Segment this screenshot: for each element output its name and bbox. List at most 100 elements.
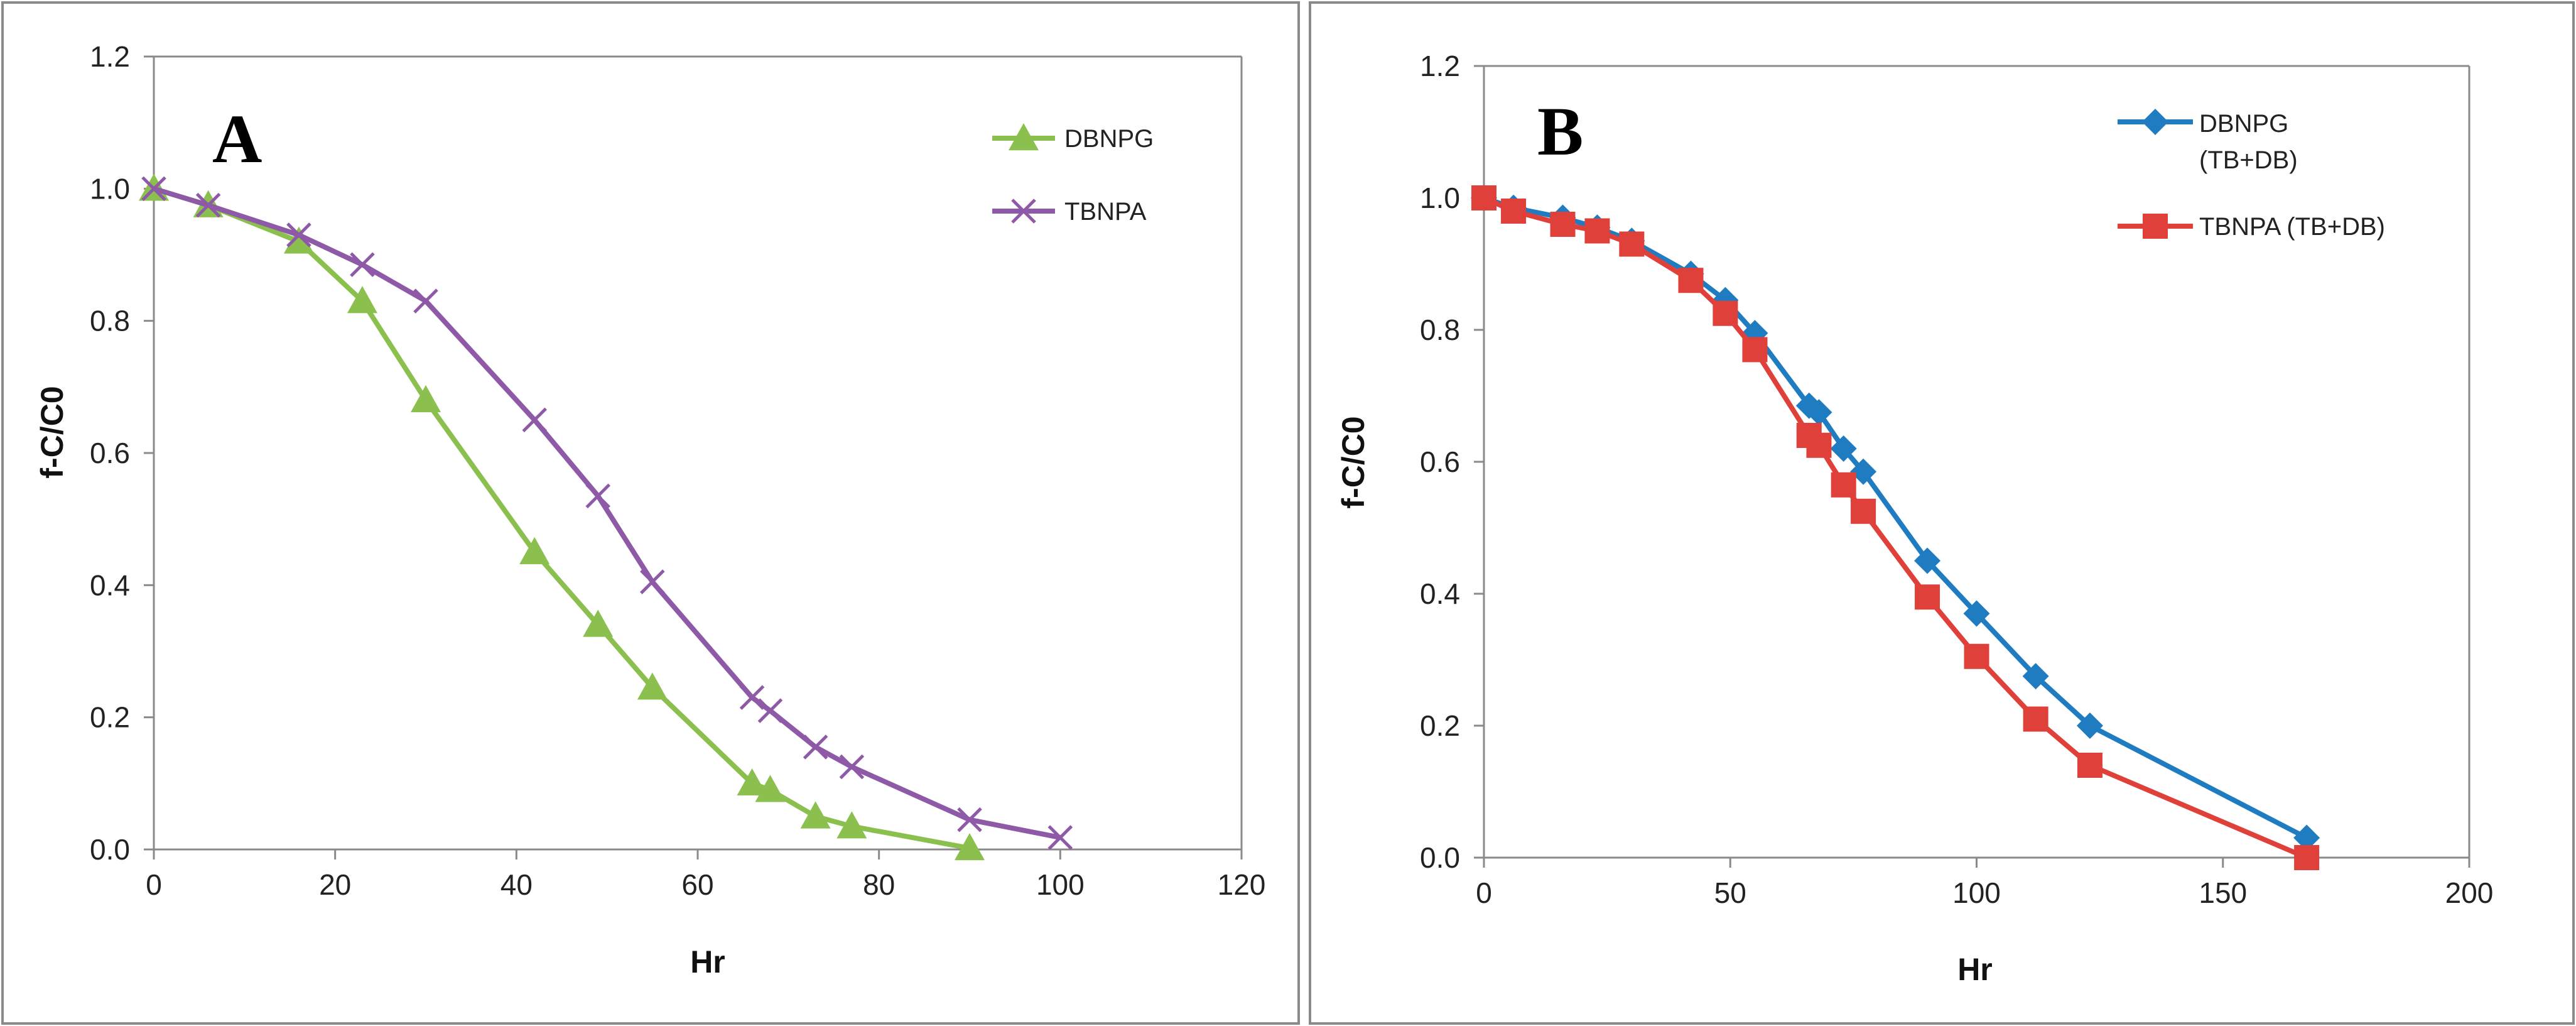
panel-b-x-tick-label: 50	[1714, 876, 1746, 909]
panel-b-legend-marker-dbnpg	[2142, 109, 2168, 135]
panel-b-data-point-tbnpa	[1471, 185, 1496, 210]
panel-b-data-point-tbnpa	[1831, 472, 1856, 498]
panel-a-data-point-tbnpa	[739, 685, 765, 710]
panel-a-data-point-tbnpa	[413, 288, 438, 314]
panel-a-data-point-dbnpg	[755, 775, 786, 802]
panel-b-label: B	[1537, 93, 1583, 170]
panel-a-data-point-tbnpa	[286, 222, 311, 248]
panel-b-data-point-tbnpa	[2294, 845, 2320, 870]
panel-b-data-point-tbnpa	[1501, 199, 1527, 224]
panel-a-x-tick-label: 40	[501, 868, 533, 901]
panel-b-data-point-tbnpa	[1742, 337, 1768, 363]
panel-a-x-tick-label: 60	[681, 868, 713, 901]
panel-a-data-point-tbnpa	[640, 569, 665, 594]
panel-a-data-point-tbnpa	[141, 176, 166, 202]
panel-a-y-tick-label: 1.0	[90, 172, 130, 205]
panel-b-data-point-tbnpa	[1584, 218, 1610, 244]
panel-b-data-point-dbnpg	[1914, 547, 1941, 574]
panel-a-data-point-dbnpg	[347, 286, 377, 314]
panel-b-data-point-dbnpg	[1830, 435, 1857, 462]
panel-a-y-tick-label: 0.8	[90, 305, 130, 337]
panel-a-data-point-dbnpg	[283, 226, 314, 254]
panel-b-data-point-tbnpa	[2077, 753, 2102, 778]
panel-a-x-tick-label: 120	[1218, 868, 1266, 901]
panel-b-y-tick-label: 0.6	[1420, 445, 1460, 478]
panel-b-x-tick-label: 150	[2199, 876, 2247, 909]
panel-b-legend-marker-tbnpa	[2143, 214, 2168, 239]
panel-a-legend-marker-tbnpa	[1011, 199, 1036, 224]
panel-a-data-point-tbnpa	[195, 192, 221, 218]
panel-b-data-point-dbnpg	[2293, 824, 2320, 851]
panel-b-data-point-tbnpa	[1619, 231, 1645, 257]
panel-a-data-point-tbnpa	[350, 252, 375, 278]
panel-b-data-point-tbnpa	[2023, 706, 2048, 732]
panel-b-legend-label-dbnpg-line2: (TB+DB)	[2199, 146, 2298, 174]
panel-a-x-tick-label: 0	[146, 868, 162, 901]
panel-a-label: A	[212, 101, 262, 177]
panel-b-data-point-tbnpa	[1915, 584, 1940, 610]
panel-b-y-tick-label: 1.0	[1420, 182, 1460, 214]
panel-a-legend-label-tbnpa: TBNPA	[1064, 198, 1147, 226]
panel-b-data-point-tbnpa	[1678, 268, 1704, 293]
panel-a-data-point-dbnpg	[836, 811, 867, 839]
panel-a-data-point-tbnpa	[839, 754, 865, 780]
panel-a-data-point-tbnpa	[803, 734, 828, 760]
panel-a-data-point-dbnpg	[411, 385, 441, 413]
panel-a-x-tick-label: 20	[319, 868, 351, 901]
panel-a-legend-entry-dbnpg: DBNPG	[992, 123, 1154, 153]
panel-b-data-point-dbnpg	[2022, 663, 2049, 690]
panel-a-data-point-dbnpg	[737, 768, 767, 796]
panel-b-x-tick-label: 100	[1952, 876, 2001, 909]
panel-b-data-point-dbnpg	[1963, 600, 1990, 627]
panel-b-y-tick-label: 0.8	[1420, 314, 1460, 346]
panel-b-data-point-tbnpa	[1964, 643, 1989, 669]
panel-b-data-point-tbnpa	[1550, 212, 1576, 237]
panel-b-y-tick-label: 0.2	[1420, 709, 1460, 742]
panel-a-series-line-tbnpa	[153, 186, 1061, 840]
panel-a-x-tick-label: 80	[863, 868, 895, 901]
panel-b-x-tick-label: 200	[2445, 876, 2494, 909]
panel-b-data-point-tbnpa	[1713, 300, 1738, 326]
panel-a-legend-marker-glyph-dbnpg	[1009, 123, 1039, 151]
panel-a-data-point-dbnpg	[637, 672, 668, 700]
panel-b-y-tick-label: 0.0	[1420, 841, 1460, 874]
panel-b-legend-label-tbnpa: TBNPA (TB+DB)	[2199, 213, 2385, 241]
panel-a-data-point-dbnpg	[583, 609, 614, 637]
panel-b-y-tick-label: 0.4	[1420, 577, 1460, 610]
panel-b-border	[1309, 1, 2575, 1025]
panel-b-y-tick-label: 1.2	[1420, 50, 1460, 82]
panel-a-x-tick-label: 100	[1036, 868, 1085, 901]
panel-b-legend-entry-tbnpa: TBNPA (TB+DB)	[2118, 213, 2385, 241]
panel-a-data-point-dbnpg	[955, 832, 985, 861]
panel-a-data-point-dbnpg	[800, 801, 831, 829]
panel-a-data-point-tbnpa	[1047, 825, 1073, 850]
panel-b-x-axis-title: Hr	[1957, 952, 1993, 987]
panel-a-x-axis-title: Hr	[690, 944, 725, 980]
panel-a-data-point-dbnpg	[519, 537, 550, 564]
panel-b-legend: DBNPG (TB+DB) TBNPA (TB+DB)	[2118, 109, 2385, 241]
panel-b-data-point-dbnpg	[1850, 458, 1877, 485]
panel-b-legend-label-dbnpg-line1: DBNPG	[2199, 110, 2288, 138]
panel-a-legend-marker-dbnpg	[1009, 123, 1039, 151]
panel-a: A Hr f-C/C0 DBNPG TBNPA 0.0 0.2 0.4 0.6 0.8 1…	[1, 1, 1300, 1025]
panel-a-y-tick-label: 0.0	[90, 833, 130, 866]
panel-a-legend-label-dbnpg: DBNPG	[1064, 125, 1154, 153]
panel-b-data-point-tbnpa	[1806, 432, 1832, 458]
panel-a-y-tick-label: 0.4	[90, 569, 130, 601]
panel-a-data-point-tbnpa	[522, 407, 547, 433]
panel-b-legend-marker-glyph-dbnpg	[2142, 109, 2168, 135]
panel-b-data-point-dbnpg	[2076, 712, 2103, 739]
panel-a-y-tick-label: 1.2	[90, 40, 130, 73]
panel-a-data-point-tbnpa	[757, 698, 783, 723]
panel-b-data-point-tbnpa	[1851, 498, 1876, 524]
panel-a-data-point-tbnpa	[585, 483, 611, 509]
panel-b-data-point-dbnpg	[1805, 399, 1832, 426]
panel-a-data-point-tbnpa	[957, 807, 982, 832]
panel-b: B Hr f-C/C0 DBNPG (TB+DB) TBNPA (TB+DB) …	[1309, 1, 2575, 1025]
panel-b-x-tick-label: 0	[1476, 876, 1492, 909]
panel-a-y-tick-label: 0.2	[90, 701, 130, 734]
panel-b-y-axis-title: f-C/C0	[1336, 416, 1371, 508]
panel-a-legend-marker-glyph-tbnpa	[1011, 199, 1036, 224]
panel-a-legend: DBNPG TBNPA	[992, 123, 1154, 226]
